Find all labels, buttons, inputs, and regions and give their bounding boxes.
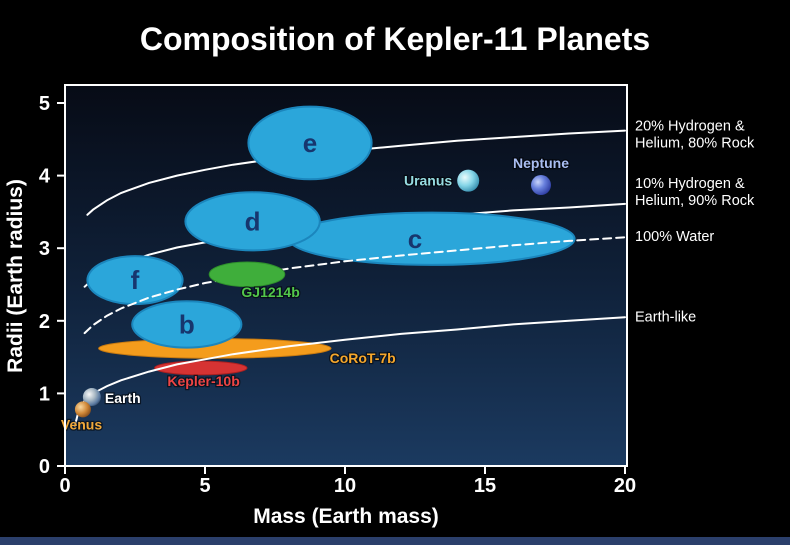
kepler11-c-label: c [408,224,422,254]
kepler11-e-label: e [303,128,317,158]
x-tick-label: 10 [334,475,356,497]
chart-title: Composition of Kepler-11 Planets [140,21,650,57]
annotation-h10: 10% Hydrogen & [635,176,745,192]
curve-h20 [86,129,626,216]
comparison-planets-front-layer [208,261,286,288]
annotation-h20: 20% Hydrogen & [635,119,745,135]
y-tick-label: 0 [39,456,50,478]
kepler11-planets-layer: b c d e f [86,105,576,349]
kepler11-d-label: d [245,206,261,236]
kepler11-c-ellipse [288,211,576,266]
gj1214b-ellipse [208,261,286,288]
neptune-label: Neptune [513,155,569,171]
planet-labels-layer: GJ1214b CoRoT-7b Kepler-10b [166,283,397,391]
kepler11-e-ellipse [247,105,373,181]
gj1214b-label: GJ1214b [241,284,299,300]
x-axis-label: Mass (Earth mass) [253,505,439,528]
x-tick-label: 0 [59,475,70,497]
venus-label: Venus [61,416,102,432]
kepler11-b-label: b [179,309,195,339]
neptune-planet-dot [531,175,551,196]
kepler-10b-label: Kepler-10b [167,373,239,389]
y-axis-label: Radii (Earth radius) [4,179,27,373]
annotation-earthlike: Earth-like [635,310,696,326]
y-tick-label: 5 [39,93,50,115]
axes-layer: 0 5 10 15 20 0 1 2 3 4 5 [39,84,636,497]
uranus-label: Uranus [404,173,452,189]
y-tick-label: 2 [39,311,50,333]
x-tick-label: 5 [199,475,210,497]
y-tick-label: 3 [39,238,50,260]
y-tick-label: 4 [39,166,51,188]
earth-label: Earth [105,390,141,406]
annotation-water: 100% Water [635,229,714,245]
uranus-planet-dot [457,169,480,192]
venus-planet-dot [74,401,91,418]
corot-7b-label: CoRoT-7b [330,350,396,366]
x-tick-label: 15 [474,475,496,497]
annotation-h10: Helium, 90% Rock [635,193,755,209]
x-tick-label: 20 [614,475,636,497]
kepler11-d-ellipse [184,191,321,252]
kepler11-b-ellipse [131,300,243,349]
bottom-border [0,537,790,545]
kepler11-f-label: f [131,265,140,295]
y-tick-label: 1 [39,383,50,405]
annotation-h20: Helium, 80% Rock [635,136,755,152]
composition-annotations-layer: 20% Hydrogen &Helium, 80% Rock 10% Hydrog… [635,119,755,326]
earth-planet-dot [82,388,101,407]
